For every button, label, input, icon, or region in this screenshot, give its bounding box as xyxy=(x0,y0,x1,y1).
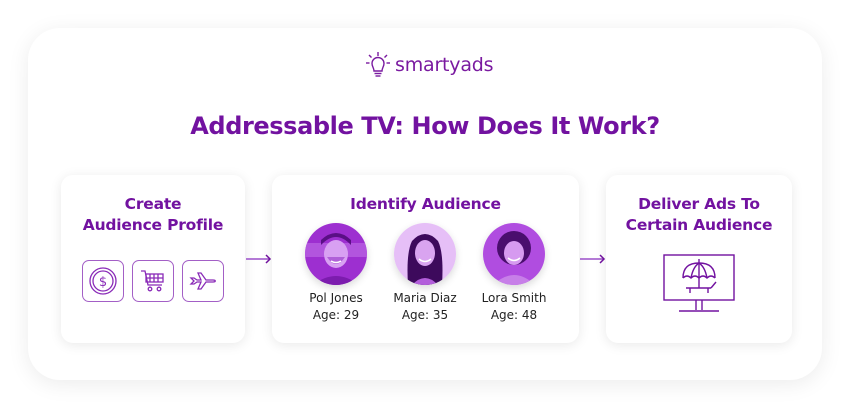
airplane-icon xyxy=(182,260,224,302)
arrow-right-icon xyxy=(246,254,272,264)
person-name: Pol Jones xyxy=(309,291,363,305)
person-age: Age: 35 xyxy=(401,308,449,322)
audience-person: Lora Smith Age: 48 xyxy=(469,223,559,324)
person-name: Maria Diaz xyxy=(393,291,457,305)
audience-person: Pol Jones Age: 29 xyxy=(291,223,381,324)
step-title: Identify Audience xyxy=(350,195,501,213)
brand-name: smartyads xyxy=(395,54,494,76)
monitor-umbrella-icon xyxy=(663,254,735,312)
avatar xyxy=(483,223,545,285)
step-title: Deliver Ads To Certain Audience xyxy=(606,194,792,236)
shopping-cart-icon xyxy=(132,260,174,302)
page-title: Addressable TV: How Does It Work? xyxy=(190,112,660,140)
brand-logo: smartyads xyxy=(365,50,494,80)
step-title-line1: Create xyxy=(124,195,182,213)
person-name: Lora Smith xyxy=(481,291,547,305)
step-title-line1: Deliver Ads To xyxy=(638,195,760,213)
audience-person: Maria Diaz Age: 35 xyxy=(380,223,470,324)
lightbulb-icon xyxy=(366,52,390,77)
step-card-deliver-ads: Deliver Ads To Certain Audience xyxy=(606,175,792,343)
step-title: Create Audience Profile xyxy=(61,194,245,236)
avatar xyxy=(305,223,367,285)
svg-text:$: $ xyxy=(99,275,107,290)
dollar-coin-icon: $ xyxy=(82,260,124,302)
avatar xyxy=(394,223,456,285)
step-card-identify-audience: Identify Audience Pol Jones Age: 29 xyxy=(272,175,579,343)
step-card-create-profile: Create Audience Profile $ xyxy=(61,175,245,343)
step-title-line2: Audience Profile xyxy=(82,216,224,234)
person-age: Age: 48 xyxy=(490,308,538,322)
step-title-line2: Certain Audience xyxy=(625,216,773,234)
arrow-right-icon xyxy=(580,254,606,264)
person-age: Age: 29 xyxy=(312,308,360,322)
